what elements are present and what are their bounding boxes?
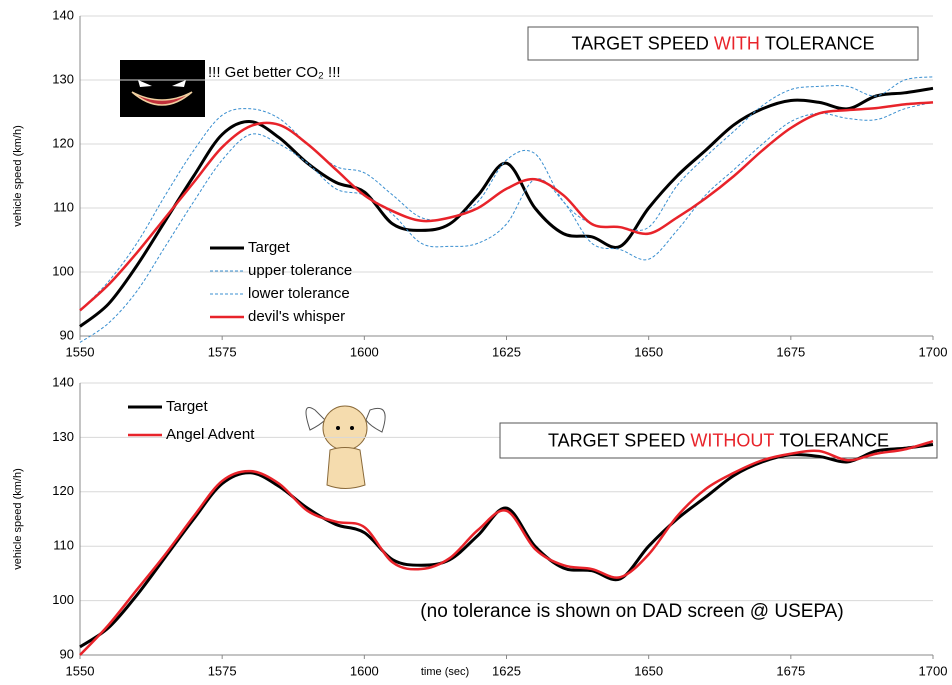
legend-label: Angel Advent <box>166 426 255 443</box>
y-tick-label: 110 <box>53 538 74 553</box>
legend-label: lower tolerance <box>248 285 350 302</box>
x-tick-label: 1650 <box>634 344 663 359</box>
y-tick-label: 90 <box>60 327 74 342</box>
title-part: TOLERANCE <box>779 430 889 450</box>
y-tick-label: 130 <box>52 429 74 444</box>
devil-icon <box>120 60 205 117</box>
legend-label: Target <box>248 239 291 256</box>
y-tick-label: 140 <box>52 374 74 389</box>
title-part: WITH <box>714 33 760 53</box>
x-tick-label: 1650 <box>634 663 663 678</box>
x-tick-label: 1675 <box>776 344 805 359</box>
y-tick-label: 120 <box>52 135 74 150</box>
x-tick-label: 1625 <box>492 663 521 678</box>
series-line <box>79 101 934 312</box>
y-tick-label: 100 <box>52 592 74 607</box>
x-tick-label: 1575 <box>208 663 237 678</box>
x-tick-label: 1700 <box>919 663 948 678</box>
x-tick-label: 1700 <box>919 344 948 359</box>
x-tick-label: 1575 <box>208 344 237 359</box>
y-tick-label: 100 <box>52 263 74 278</box>
series-line <box>79 101 934 343</box>
series-line <box>79 76 934 311</box>
y-tick-label: 120 <box>52 483 74 498</box>
legend-label: devil's whisper <box>248 308 345 325</box>
x-tick-label: 1675 <box>776 663 805 678</box>
angel-icon <box>305 405 386 489</box>
title-box <box>527 26 919 61</box>
chart-title: TARGET SPEED WITH TOLERANCE <box>571 33 874 53</box>
y-tick-label: 140 <box>52 7 74 22</box>
y-tick-label: 110 <box>53 199 74 214</box>
series-line <box>79 86 934 328</box>
x-tick-label: 1550 <box>66 663 95 678</box>
title-part: TARGET SPEED <box>571 33 708 53</box>
title-part: WITHOUT <box>690 430 774 450</box>
x-tick-label: 1625 <box>492 344 521 359</box>
title-box <box>499 422 938 459</box>
x-tick-label: 1600 <box>350 663 379 678</box>
legend-label: upper tolerance <box>248 262 352 279</box>
annotation: !!! Get better CO₂ !!! <box>208 64 341 81</box>
legend-label: Target <box>166 398 209 415</box>
series-line <box>79 440 934 656</box>
x-axis-title: time (sec) <box>421 666 469 678</box>
annotation: (no tolerance is shown on DAD screen @ U… <box>420 601 843 622</box>
x-tick-label: 1550 <box>66 344 95 359</box>
y-tick-label: 90 <box>60 646 74 661</box>
x-tick-label: 1600 <box>350 344 379 359</box>
title-part: TARGET SPEED <box>548 430 685 450</box>
y-tick-label: 130 <box>52 71 74 86</box>
title-part: TOLERANCE <box>765 33 875 53</box>
chart-title: TARGET SPEED WITHOUT TOLERANCE <box>548 430 889 450</box>
y-axis-title: vehicle speed (km/h) <box>12 468 24 570</box>
y-axis-title: vehicle speed (km/h) <box>12 125 24 227</box>
